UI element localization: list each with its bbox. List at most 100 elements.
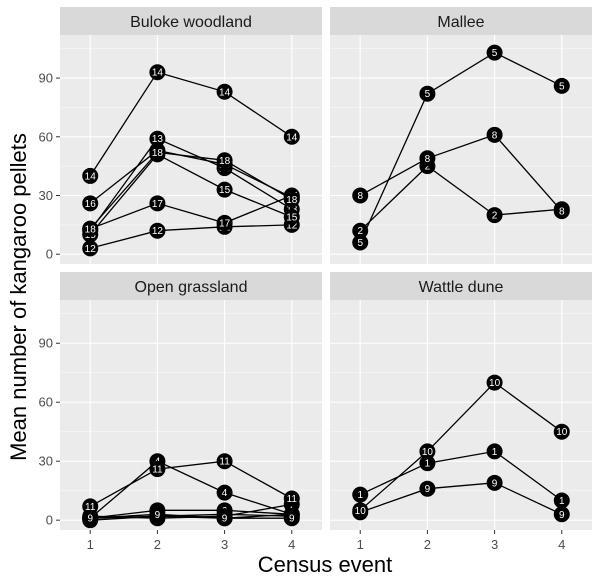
data-point-label: 11 [152,465,163,476]
data-point-label: 1 [425,459,431,470]
series-line [89,137,293,232]
data-point-label: 5 [357,238,363,249]
data-point-label: 18 [152,148,164,159]
x-tick-label: 1 [87,537,94,552]
data-point [553,77,570,94]
facet-strip-label: Open grassland [135,279,248,296]
data-point [419,455,436,472]
data-point-label: 18 [85,224,97,235]
data-point-label: 18 [286,195,298,206]
data-point-label: 17 [219,218,231,229]
data-point [486,474,503,491]
y-tick-label: 30 [39,188,53,203]
data-point-label: 10 [489,378,501,389]
data-point-label: 5 [492,48,498,59]
data-point-label: 9 [492,478,498,489]
x-tick-label: 3 [221,537,228,552]
panel-background [330,300,592,530]
series-line [90,503,292,519]
data-point [352,502,369,519]
data-point-label: 17 [152,199,164,210]
x-tick-label: 2 [424,537,431,552]
data-point-label: 1 [492,447,498,458]
data-point-label: 12 [152,226,164,237]
facet-strip-label: Mallee [437,14,484,31]
data-point [486,44,503,61]
data-point-label: 8 [492,130,498,141]
data-point [216,181,233,198]
data-point [283,128,300,145]
facet-strip-label: Wattle dune [419,279,504,296]
data-point-label: 11 [287,494,298,505]
data-point [352,486,369,503]
x-tick-label: 3 [491,537,498,552]
data-point-label: 11 [85,502,96,513]
series-line [89,71,293,177]
data-point-label: 2 [425,162,431,173]
data-point-label: 9 [87,514,93,525]
data-point-label: 8 [357,191,363,202]
series-line [359,482,563,515]
data-point-label: 15 [219,185,231,196]
panel-background [60,300,322,530]
series-line [89,194,293,230]
data-point [352,234,369,251]
facet-strip [60,7,322,35]
y-tick-label: 90 [39,71,53,86]
y-axis-title: Mean number of kangaroo pellets [6,133,31,461]
series-line [359,381,563,511]
data-point-label: 8 [425,154,431,165]
series-line [89,151,293,230]
facet-strip-label: Buloke woodland [130,14,252,31]
series-line [89,149,293,204]
data-point [419,150,436,167]
data-point [553,506,570,523]
series-line [89,460,293,507]
x-tick-label: 4 [558,537,565,552]
data-point-label: 11 [219,457,230,468]
data-point [149,222,166,239]
y-tick-label: 30 [39,454,53,469]
data-point [149,130,166,147]
data-point-label: 14 [286,132,298,143]
data-point [216,83,233,100]
series-line [89,153,293,236]
data-point [283,510,300,527]
data-point [149,195,166,212]
data-point [149,144,166,161]
series-line [90,509,292,519]
x-tick-label: 2 [154,537,161,552]
data-point-label: 9 [559,510,565,521]
data-point-label: 4 [222,488,228,499]
data-point [283,490,300,507]
facet-strip [60,272,322,300]
data-point [82,195,99,212]
data-point-label: 2 [492,211,498,222]
data-point-label: 9 [425,484,431,495]
data-point-label: 14 [85,171,97,182]
data-point [486,126,503,143]
data-point [283,209,300,226]
data-point-label: 9 [155,510,161,521]
data-point-label: 2 [357,226,363,237]
data-point [486,374,503,391]
series-line [359,165,562,232]
y-tick-label: 0 [46,513,53,528]
data-point [352,222,369,239]
data-point [486,443,503,460]
series-line [359,450,563,502]
x-axis-title: Census event [258,552,393,577]
data-point [283,191,300,208]
series-line [359,134,563,212]
y-tick-label: 60 [39,129,53,144]
data-point-label: 5 [559,81,565,92]
data-point [82,167,99,184]
series-line [89,460,292,519]
data-point-label: 1 [559,496,565,507]
data-point [553,492,570,509]
data-point-label: 8 [559,207,565,218]
data-point-label: 12 [286,220,298,231]
data-point [149,506,166,523]
data-point [82,498,99,515]
